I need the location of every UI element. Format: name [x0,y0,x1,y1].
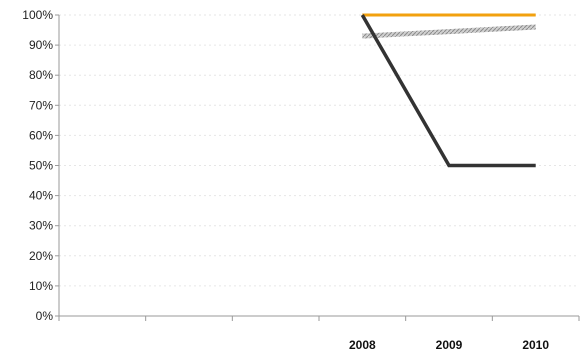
y-tick-label: 50% [29,159,53,173]
series-lines [360,13,536,168]
y-tick-label: 60% [29,128,53,142]
series-2-path [362,24,536,39]
series-2-line [362,24,536,39]
y-tick-label: 10% [29,279,53,293]
series-3-line [360,14,536,168]
y-tick-label: 70% [29,98,53,112]
x-tick-label: 2008 [349,338,376,352]
y-tick-label: 0% [36,309,54,323]
x-tick-label: 2010 [522,338,549,352]
y-tick-label: 40% [29,189,53,203]
y-tick-label: 100% [22,8,53,22]
x-axis-labels: 2008 2009 2010 [349,338,549,352]
y-axis-labels: 0% 10% 20% 30% 40% 50% 60% 70% 80% 90% 100% [22,8,53,323]
y-tick-label: 30% [29,219,53,233]
y-tick-label: 90% [29,38,53,52]
grid-lines [59,14,579,287]
x-tick-label: 2009 [436,338,463,352]
y-tick-label: 80% [29,68,53,82]
axes [55,14,580,321]
series-3-path [360,14,536,168]
y-tick-label: 20% [29,249,53,263]
